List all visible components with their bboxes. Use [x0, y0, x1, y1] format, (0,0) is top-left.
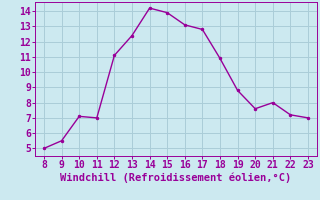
X-axis label: Windchill (Refroidissement éolien,°C): Windchill (Refroidissement éolien,°C)	[60, 173, 292, 183]
